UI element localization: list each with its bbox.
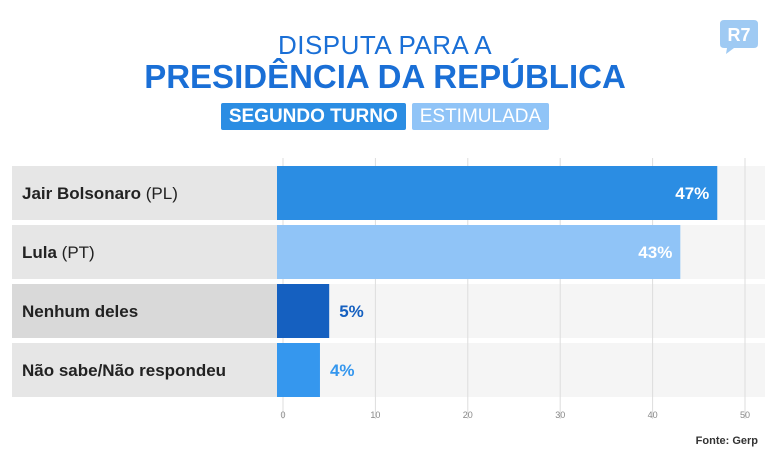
title-line-2: PRESIDÊNCIA DA REPÚBLICA <box>144 58 626 95</box>
source-note: Fonte: Gerp <box>695 435 758 447</box>
plot-row-bg <box>277 343 765 397</box>
category-label-bg <box>12 284 277 338</box>
logo-text: R7 <box>727 25 750 45</box>
tick-label: 20 <box>463 410 473 420</box>
bar <box>277 166 718 220</box>
badge-row: SEGUNDO TURNO ESTIMULADA <box>0 103 770 130</box>
value-label: 47% <box>675 184 709 203</box>
bar <box>277 343 320 397</box>
value-label: 5% <box>339 302 364 321</box>
category-label-bg <box>12 166 277 220</box>
bar <box>277 225 681 279</box>
category-label-bg <box>12 225 277 279</box>
category-label: Lula (PT) <box>22 243 95 262</box>
plot-row-bg <box>277 284 765 338</box>
category-label: Não sabe/Não respondeu <box>22 361 226 380</box>
category-label-bg <box>12 343 277 397</box>
poll-type-badge: ESTIMULADA <box>411 103 550 130</box>
value-label: 43% <box>638 243 672 262</box>
tick-label: 30 <box>555 410 565 420</box>
category-label: Nenhum deles <box>22 302 138 321</box>
category-label: Jair Bolsonaro (PL) <box>22 184 178 203</box>
bar <box>277 284 330 338</box>
title-line-1: DISPUTA PARA A <box>277 30 493 60</box>
r7-logo-icon: R7 <box>720 20 758 54</box>
tick-label: 0 <box>280 410 285 420</box>
value-label: 4% <box>330 361 355 380</box>
round-badge: SEGUNDO TURNO <box>220 103 406 130</box>
tick-label: 40 <box>648 410 658 420</box>
tick-label: 50 <box>740 410 750 420</box>
tick-label: 10 <box>370 410 380 420</box>
